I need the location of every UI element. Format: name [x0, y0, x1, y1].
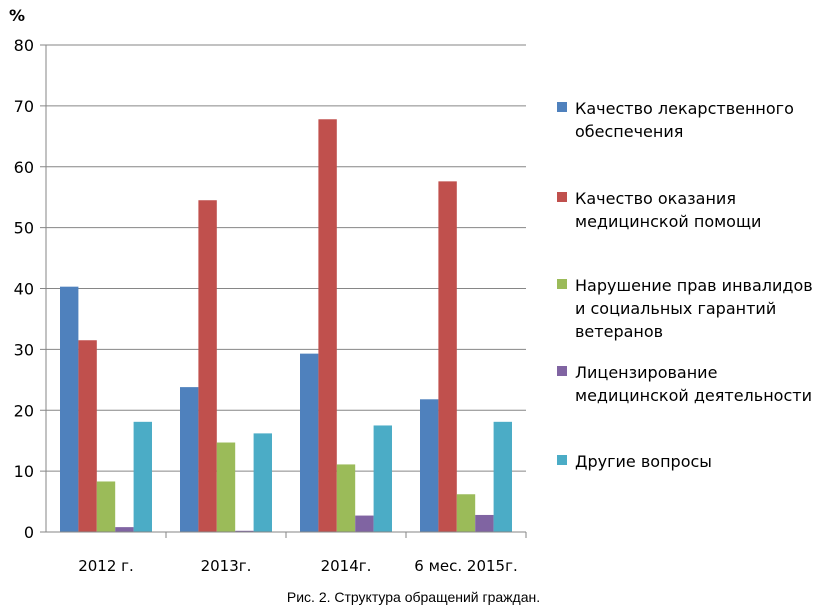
- figure-caption: Рис. 2. Структура обращений граждан.: [286, 589, 541, 605]
- legend-swatch: [557, 279, 567, 289]
- bar: [96, 481, 116, 532]
- y-tick-label: 70: [14, 97, 34, 116]
- legend-label: медицинской деятельности: [575, 386, 812, 405]
- bars: [60, 119, 512, 533]
- x-category-label: 6 мес. 2015г.: [414, 557, 517, 575]
- bar: [420, 399, 439, 532]
- y-tick-label: 50: [14, 219, 34, 238]
- bar: [78, 340, 97, 532]
- x-axis-categories: 2012 г. 2013г. 2014г. 6 мес. 2015г.: [78, 557, 518, 575]
- legend-label: Лицензирование: [575, 363, 717, 382]
- bar: [180, 387, 199, 532]
- legend-label: медицинской помощи: [575, 212, 761, 231]
- legend-swatch: [557, 366, 567, 376]
- bar: [475, 514, 494, 532]
- bar: [456, 494, 476, 532]
- axes: [45, 45, 527, 538]
- x-category-label: 2013г.: [201, 557, 252, 575]
- legend-label: Нарушение прав инвалидов: [575, 276, 813, 295]
- legend-label: Качество лекарственного: [575, 99, 794, 118]
- y-tick-label: 10: [14, 462, 34, 481]
- bar: [133, 421, 152, 532]
- x-category-label: 2014г.: [321, 557, 372, 575]
- bar: [355, 515, 374, 532]
- bar: [60, 286, 79, 532]
- y-axis-label: %: [9, 6, 25, 25]
- bar: [438, 181, 457, 533]
- legend-label: Качество оказания: [575, 189, 736, 208]
- x-category-label: 2012 г.: [78, 557, 134, 575]
- legend-label: Другие вопросы: [575, 452, 712, 471]
- bar: [493, 421, 512, 532]
- y-tick-label: 30: [14, 340, 34, 359]
- legend-swatch: [557, 102, 567, 112]
- y-axis-ticks: 0 10 20 30 40 50 60 70 80: [14, 36, 46, 542]
- y-tick-label: 80: [14, 36, 34, 55]
- gridlines: [46, 44, 526, 472]
- bar: [318, 119, 337, 532]
- y-tick-label: 20: [14, 401, 34, 420]
- bar: [373, 425, 392, 532]
- y-tick-label: 40: [14, 280, 34, 299]
- bar: [300, 353, 319, 532]
- legend-label: ветеранов: [575, 322, 663, 341]
- bar: [115, 527, 134, 532]
- bar: [216, 442, 236, 532]
- legend: Качество лекарственного обеспечения Качест…: [557, 99, 813, 471]
- legend-label: обеспечения: [575, 122, 683, 141]
- bar: [235, 530, 254, 532]
- y-tick-label: 60: [14, 158, 34, 177]
- bar: [336, 464, 356, 532]
- y-tick-label: 0: [24, 523, 34, 542]
- bar: [198, 200, 217, 532]
- legend-swatch: [557, 455, 567, 465]
- legend-label: и социальных гарантий: [575, 299, 776, 318]
- bar: [253, 433, 272, 532]
- legend-swatch: [557, 192, 567, 202]
